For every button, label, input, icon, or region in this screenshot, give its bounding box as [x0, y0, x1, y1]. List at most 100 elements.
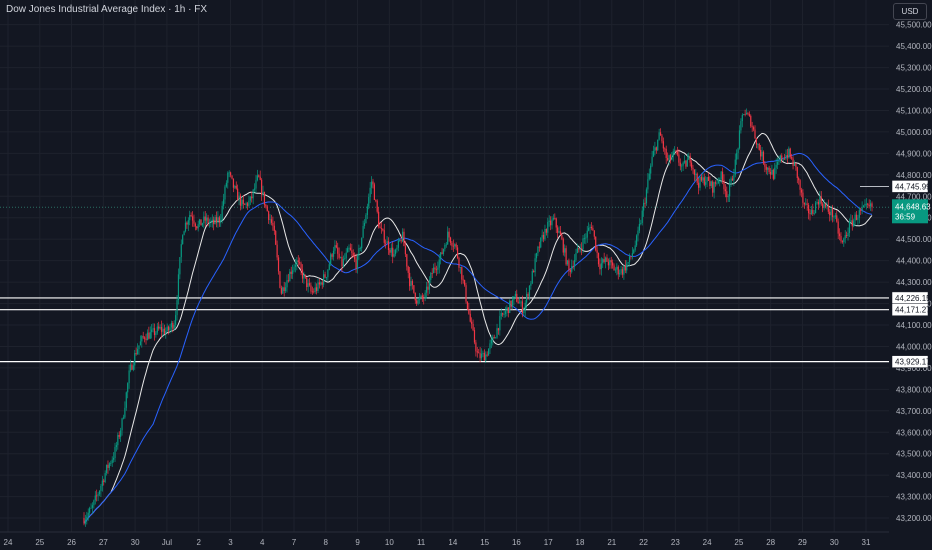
candle-body [416, 300, 418, 304]
candle-body [91, 505, 94, 508]
x-tick-label: 21 [607, 538, 616, 547]
candle [509, 299, 511, 314]
candle [394, 248, 397, 257]
candle-body [761, 151, 763, 157]
y-tick-label: 45,500.00 [896, 21, 932, 30]
candle-body [564, 248, 566, 253]
candle-body [441, 252, 443, 254]
candle-body [170, 322, 172, 328]
candle-body [118, 435, 120, 437]
candle [630, 255, 632, 260]
candle [182, 234, 184, 245]
candle [134, 349, 136, 370]
candle-body [378, 211, 380, 227]
price-axis[interactable]: 45,500.00 45,400.00 45,300.00 45,200.00 45,1… [889, 0, 932, 550]
candle-body [471, 321, 473, 324]
candle-body [822, 203, 824, 209]
candle [760, 145, 762, 160]
candle [486, 351, 488, 357]
candle-body [237, 188, 239, 201]
candle-body [110, 463, 112, 464]
candle-body [421, 295, 423, 299]
candle [495, 336, 497, 339]
candle-body [597, 252, 600, 265]
candle-body [507, 307, 509, 314]
candle [345, 248, 347, 263]
candle-body [139, 341, 141, 346]
candle-body [834, 215, 836, 217]
candle-body [509, 300, 511, 314]
candle [731, 175, 734, 181]
candle [781, 153, 783, 163]
x-tick-label: 11 [417, 538, 426, 547]
candle-body [592, 228, 594, 231]
candle-body [500, 313, 502, 317]
candle [683, 155, 686, 164]
candle-body [341, 256, 343, 267]
candle [146, 329, 149, 341]
candle-body [674, 150, 676, 152]
candle-body [198, 219, 201, 225]
candle-body [731, 178, 734, 181]
candle [651, 150, 653, 168]
currency-button[interactable]: USD [893, 3, 927, 20]
candle [761, 146, 763, 162]
candle [538, 241, 540, 252]
candle-body [472, 323, 474, 331]
candle-body [514, 293, 516, 297]
candle [610, 256, 612, 269]
candle-body [461, 267, 463, 280]
candle-body [717, 180, 719, 183]
candle-body [627, 261, 629, 264]
candle-body [196, 226, 198, 229]
candle [173, 320, 175, 331]
candle [447, 226, 449, 245]
candle-body [104, 473, 106, 482]
candle [258, 174, 260, 178]
candle-body [387, 241, 390, 251]
candle [400, 234, 402, 244]
candle-body [241, 199, 243, 206]
candle [451, 241, 453, 251]
candle [537, 245, 539, 257]
y-tick-label: 44,900.00 [896, 149, 932, 158]
candle [379, 221, 381, 229]
candle [244, 203, 246, 205]
candle [299, 257, 301, 266]
candle [280, 285, 282, 295]
candle-body [108, 463, 110, 468]
candle-body [669, 155, 672, 160]
candle [111, 456, 113, 467]
candle-body [700, 176, 703, 181]
candle [748, 111, 750, 117]
candle [430, 271, 432, 283]
candle [239, 193, 242, 211]
candle [396, 245, 398, 253]
candle [165, 327, 167, 339]
candle-body [633, 249, 635, 254]
candle-body [659, 132, 662, 136]
candle-body [862, 205, 865, 208]
candle [526, 287, 528, 309]
candle [559, 225, 562, 236]
candle [89, 506, 91, 516]
candle [576, 243, 578, 254]
candle-body [657, 139, 659, 151]
candle [303, 271, 305, 284]
candle-body [365, 215, 367, 224]
candle [131, 362, 133, 371]
candle-body [401, 231, 404, 242]
candle [648, 168, 650, 181]
candle-body [345, 252, 347, 259]
candle [624, 260, 626, 274]
candle-body [293, 266, 295, 271]
candle-body [823, 204, 825, 209]
candle-body [599, 264, 601, 270]
candle [296, 257, 298, 271]
x-tick-label: 30 [131, 538, 140, 547]
candle-body [459, 267, 461, 268]
time-axis[interactable]: 24 25 26 27 30 Jul 2 3 4 7 8 9 10 11 14 15 16 17 18 21 22 23 2… [0, 531, 889, 547]
candle [413, 285, 415, 294]
candle [461, 266, 463, 285]
